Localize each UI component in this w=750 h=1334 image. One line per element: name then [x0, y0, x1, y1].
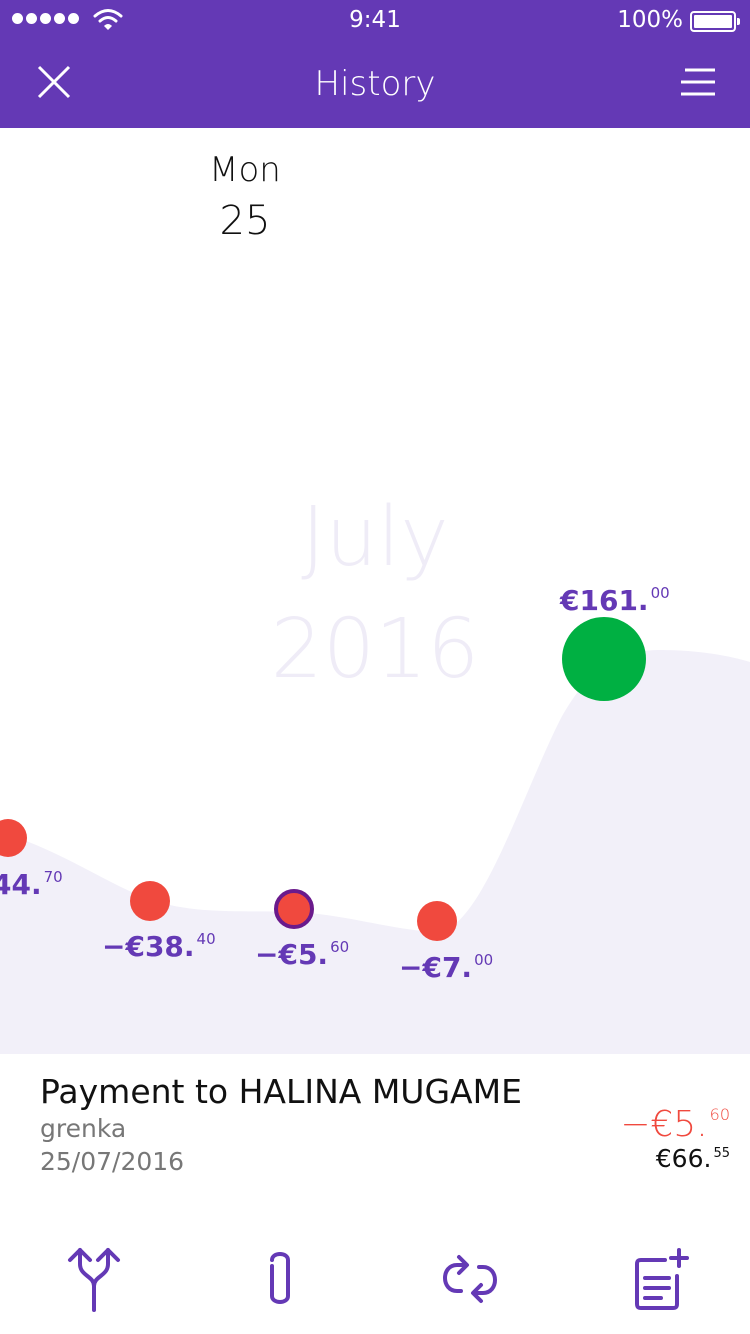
- page-title: History: [314, 64, 436, 104]
- day-date: 25: [219, 198, 271, 244]
- battery-percentage: 100%: [617, 7, 683, 33]
- add-note-icon: [635, 1248, 689, 1310]
- add-note-button[interactable]: [620, 1239, 700, 1319]
- transaction-dot[interactable]: [0, 819, 27, 857]
- transaction-amount-label: −€7. 00: [399, 951, 494, 984]
- close-button[interactable]: [26, 54, 82, 110]
- split-icon: [68, 1248, 120, 1312]
- close-icon: [37, 65, 71, 99]
- balance-after: €66. 55: [655, 1144, 730, 1173]
- transaction-amount: −€5. 60: [620, 1104, 730, 1145]
- battery-icon: [690, 11, 740, 32]
- menu-icon: [681, 68, 715, 96]
- action-toolbar: [0, 1234, 750, 1334]
- wifi-icon: [93, 9, 123, 30]
- day-weekday: Mon: [209, 150, 281, 190]
- balance-area: [0, 650, 750, 1054]
- nav-bar: History: [0, 40, 750, 128]
- status-time: 9:41: [349, 7, 401, 33]
- transaction-amount-label: −€5. 60: [255, 938, 350, 971]
- transaction-amount-label: −€38. 40: [102, 930, 216, 963]
- transaction-dot[interactable]: [417, 901, 457, 941]
- transaction-dot[interactable]: [562, 617, 646, 701]
- split-button[interactable]: [54, 1239, 134, 1319]
- watermark-month: July: [301, 490, 449, 585]
- transaction-category: grenka: [40, 1114, 127, 1143]
- menu-button[interactable]: [670, 54, 726, 110]
- attach-button[interactable]: [240, 1239, 320, 1319]
- balance-chart: [0, 617, 750, 1054]
- paperclip-icon: [270, 1252, 290, 1304]
- transaction-title: Payment to HALINA MUGAME: [40, 1072, 522, 1111]
- repeat-button[interactable]: [430, 1239, 510, 1319]
- transaction-amount-label: 44. 70: [0, 868, 63, 901]
- signal-dots-icon: [12, 13, 79, 24]
- transaction-dot[interactable]: [130, 881, 170, 921]
- transaction-dot[interactable]: [274, 889, 314, 929]
- status-bar: 9:41 100%: [0, 0, 750, 40]
- header: 9:41 100% History: [0, 0, 750, 128]
- repeat-icon: [443, 1255, 497, 1303]
- transaction-date: 25/07/2016: [40, 1147, 185, 1176]
- transaction-amount-label: €161. 00: [560, 584, 670, 617]
- transaction-detail[interactable]: Payment to HALINA MUGAME grenka 25/07/20…: [0, 1054, 750, 1234]
- watermark-year: 2016: [270, 602, 480, 697]
